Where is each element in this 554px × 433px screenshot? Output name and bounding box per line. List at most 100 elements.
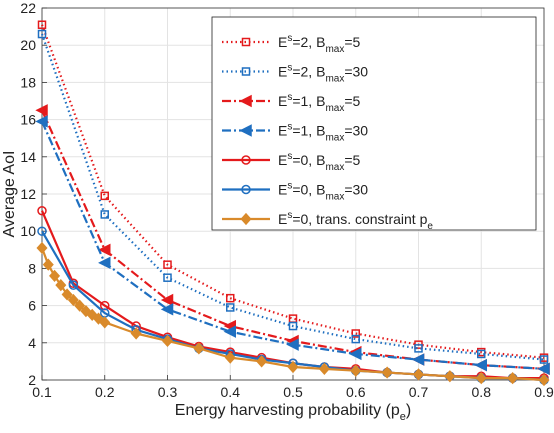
legend-marker [239, 124, 252, 137]
data-point [288, 321, 298, 331]
data-point [35, 115, 48, 128]
data-point [160, 303, 174, 316]
y-tick-label: 14 [20, 149, 36, 165]
legend-box [211, 16, 537, 231]
data-point [67, 293, 79, 307]
data-point [99, 316, 111, 329]
legend-entry: Es=0, trans. constraint pe [222, 210, 433, 232]
x-tick-label: 0.4 [221, 384, 241, 400]
data-point [538, 373, 550, 387]
data-point [98, 256, 111, 270]
data-point [224, 351, 236, 364]
data-point [537, 362, 550, 376]
x-tick-label: 0.1 [32, 384, 52, 400]
series-4 [35, 115, 550, 376]
x-tick-label: 0.6 [346, 384, 366, 400]
data-point [193, 342, 205, 355]
legend-entry: Es=2, Bmax=30 [222, 63, 368, 85]
data-point [36, 241, 48, 255]
legend-label-sub: max [325, 133, 344, 144]
legend-label-sub: e [427, 221, 433, 232]
legend-marker [241, 67, 251, 76]
legend-label-tail: =5 [344, 152, 360, 168]
data-point [161, 334, 174, 348]
x-axis-label-close: ) [406, 402, 411, 419]
legend-label-mid: =1, B [292, 123, 325, 139]
data-point [475, 372, 487, 385]
legend-marker [239, 94, 252, 108]
legend-label-tail: =30 [344, 64, 368, 80]
data-point [539, 355, 549, 364]
legend-marker [241, 37, 251, 47]
y-tick-label: 10 [20, 223, 36, 239]
legend-entry: Es=1, Bmax=5 [222, 92, 361, 114]
data-point [98, 243, 111, 257]
legend-label-sup: s [287, 122, 292, 133]
data-point [37, 20, 47, 29]
x-axis-label: Energy harvesting probability (pe) [175, 402, 411, 423]
data-point [37, 29, 47, 39]
data-point [287, 360, 299, 374]
y-tick-label: 18 [20, 74, 36, 90]
y-tick-label: 2 [28, 372, 36, 388]
data-point [61, 288, 73, 301]
y-tick-label: 6 [28, 298, 36, 314]
x-tick-label: 0.8 [472, 384, 492, 400]
legend-entry: Es=0, Bmax=30 [222, 181, 368, 203]
legend-label-base: E [278, 34, 287, 50]
data-point [256, 355, 268, 368]
data-point [68, 280, 79, 290]
y-tick-label: 8 [28, 260, 36, 276]
data-point [351, 334, 360, 344]
legend-label-base: E [278, 152, 287, 168]
data-point [100, 191, 109, 201]
data-point [163, 260, 172, 269]
legend-label-sup: s [287, 33, 292, 44]
series-group [35, 20, 550, 387]
legend-label-tail: =30 [344, 123, 368, 139]
legend-label-sub: max [325, 44, 344, 55]
series-2 [37, 29, 549, 364]
y-axis-label: Average AoI [1, 151, 18, 238]
data-point [226, 303, 235, 312]
data-point [474, 358, 487, 372]
x-tick-label: 0.9 [534, 384, 554, 400]
legend-label-sub: max [325, 162, 344, 173]
data-point [223, 325, 236, 338]
legend-label-mid: =0, B [292, 182, 325, 198]
data-point [349, 347, 362, 361]
x-tick-label: 0.7 [409, 384, 429, 400]
data-point [130, 327, 142, 340]
x-axis-label-sub: e [400, 411, 406, 423]
legend-label-mid: =1, B [292, 93, 325, 109]
legend-label: Es=1, Bmax=5 [278, 92, 361, 114]
legend-label-sup: s [287, 92, 292, 103]
series-7 [36, 241, 550, 387]
legend-label-tail: =5 [344, 34, 360, 50]
legend-label-base: E [278, 211, 287, 227]
legend-label-sup: s [287, 210, 292, 221]
legend-label-base: E [278, 64, 287, 80]
y-tick-label: 20 [20, 37, 36, 53]
legend-label-base: E [278, 93, 287, 109]
y-tick-label: 4 [28, 335, 36, 351]
legend-label: Es=0, Bmax=5 [278, 151, 361, 173]
data-point [35, 104, 48, 117]
legend-label-tail: =5 [344, 93, 360, 109]
data-point [350, 364, 362, 377]
legend-marker [241, 184, 251, 195]
y-tick-label: 16 [20, 112, 36, 128]
legend-marker [241, 155, 251, 165]
legend-label-sub: max [325, 74, 344, 85]
legend-label-mid: =0, B [292, 152, 325, 168]
data-point [163, 273, 172, 282]
legend-label-tail: =30 [344, 182, 368, 198]
y-tick-label: 22 [20, 0, 36, 16]
data-point [414, 344, 423, 353]
legend-entry: Es=2, Bmax=5 [222, 33, 361, 55]
legend-label-mid: =2, B [292, 34, 325, 50]
legend-label-mid: =2, B [292, 64, 325, 80]
legend-label: Es=0, Bmax=30 [278, 181, 368, 203]
data-point [286, 338, 299, 351]
